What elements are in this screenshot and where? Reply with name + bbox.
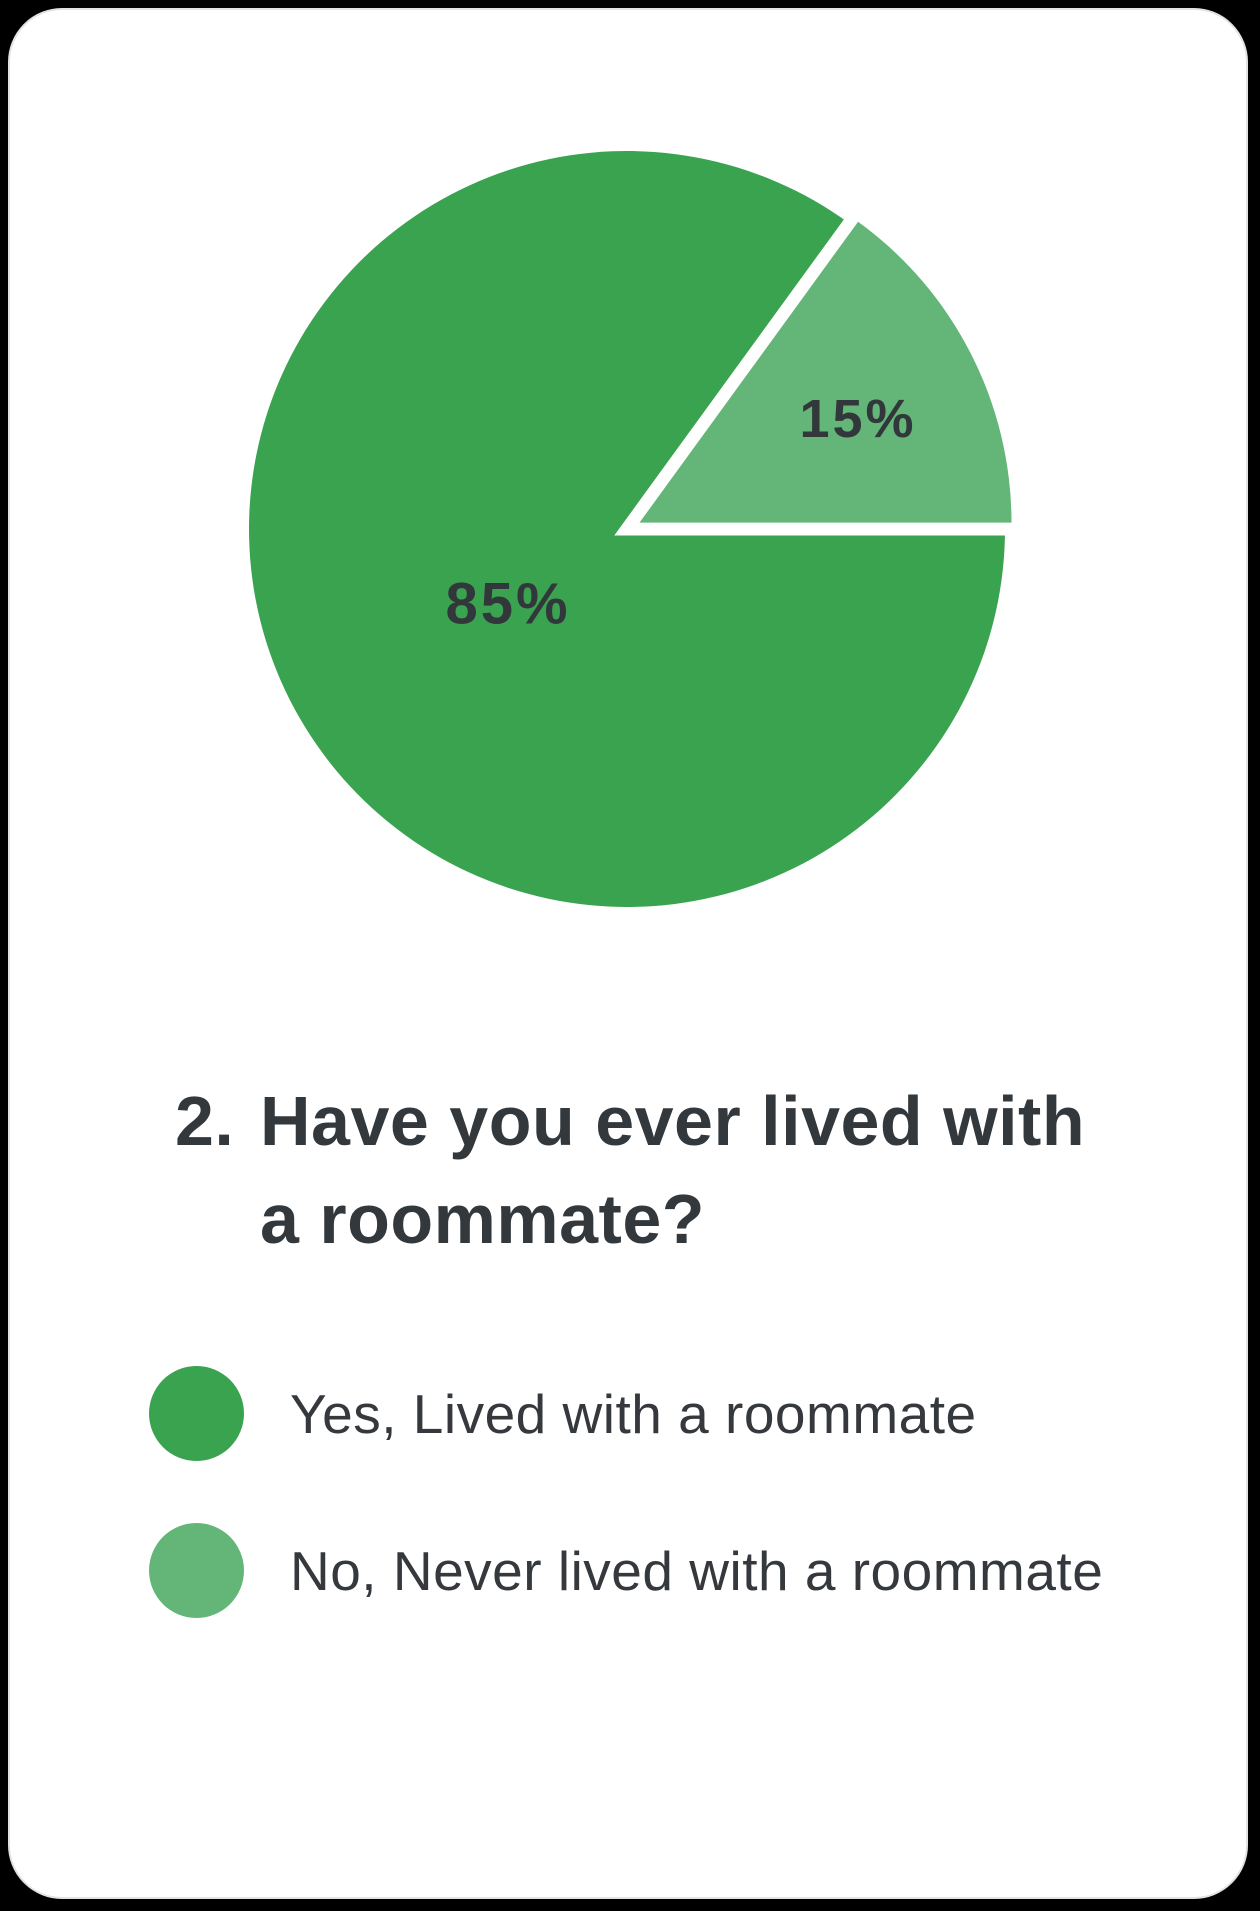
pie-slice-label-yes: 85% xyxy=(445,571,571,637)
legend-label-yes: Yes, Lived with a roommate xyxy=(290,1382,977,1445)
legend-dot-no xyxy=(149,1523,244,1618)
legend-dot-yes xyxy=(149,1366,244,1461)
question-number: 2. xyxy=(175,1082,235,1160)
question-text-line2: a roommate? xyxy=(260,1180,706,1258)
legend: Yes, Lived with a roommate No, Never liv… xyxy=(149,1366,1103,1618)
question-text-line1: Have you ever lived with xyxy=(260,1082,1086,1160)
legend-item-no: No, Never lived with a roommate xyxy=(149,1523,1103,1618)
pie-slice-label-no: 15% xyxy=(799,389,917,449)
question-text: Have you ever lived with a roommate? xyxy=(260,1072,1085,1268)
legend-label-no: No, Never lived with a roommate xyxy=(290,1539,1104,1602)
question-title: 2. Have you ever lived with a roommate? xyxy=(175,1072,1085,1268)
legend-item-yes: Yes, Lived with a roommate xyxy=(149,1366,1103,1461)
